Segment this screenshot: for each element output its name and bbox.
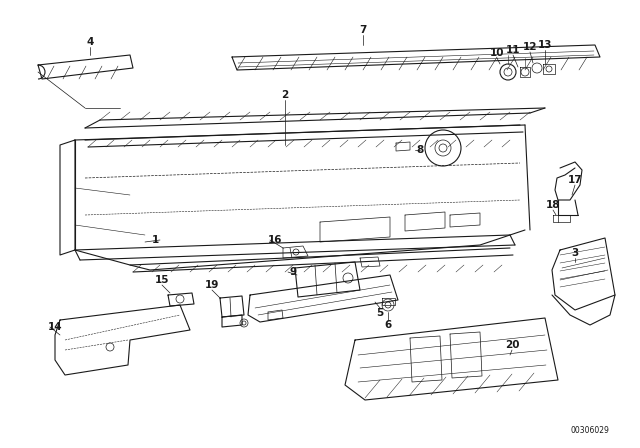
- Text: 4: 4: [86, 37, 93, 47]
- Text: 16: 16: [268, 235, 282, 245]
- Text: 6: 6: [385, 320, 392, 330]
- Text: 12: 12: [523, 42, 537, 52]
- Text: 9: 9: [289, 267, 296, 277]
- Text: 10: 10: [490, 48, 504, 58]
- Text: 18: 18: [546, 200, 560, 210]
- Text: 00306029: 00306029: [571, 426, 609, 435]
- Text: 13: 13: [538, 40, 552, 50]
- Text: 11: 11: [506, 45, 520, 55]
- Text: 19: 19: [205, 280, 219, 290]
- Text: 5: 5: [376, 308, 383, 318]
- Text: 14: 14: [48, 322, 62, 332]
- Text: 3: 3: [572, 248, 579, 258]
- Text: 1: 1: [152, 235, 159, 245]
- Text: 20: 20: [505, 340, 519, 350]
- Text: 15: 15: [155, 275, 169, 285]
- Text: 17: 17: [568, 175, 582, 185]
- Text: 2: 2: [282, 90, 289, 100]
- Text: 7: 7: [359, 25, 367, 35]
- Text: 8: 8: [417, 145, 424, 155]
